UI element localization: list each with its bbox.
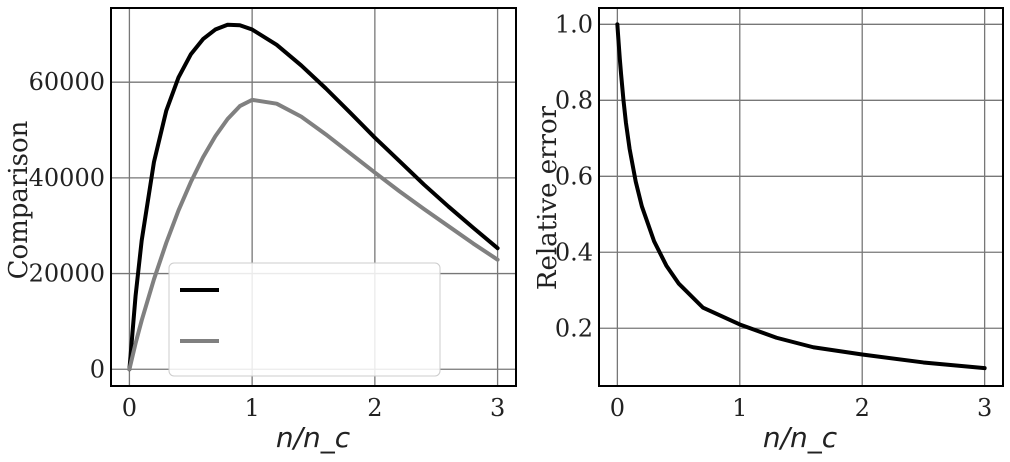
right-chart-xlabel: n/n_c xyxy=(763,421,838,454)
left-chart-y-tick-label: 60000 xyxy=(29,68,105,96)
left-chart-x-tick-label: 3 xyxy=(490,394,505,422)
right-chart-y-tick-label: 0.4 xyxy=(555,238,593,266)
left-chart-x-tick-label: 1 xyxy=(244,394,259,422)
left-chart-x-tick-label: 0 xyxy=(122,394,137,422)
right-chart-x-tick-label: 1 xyxy=(732,394,747,422)
right-chart-ylabel: Relative error xyxy=(533,105,563,290)
right-chart: 0 1 2 3 0.2 0.4 0.6 0.8 1.0 Relative error n/n_… xyxy=(533,7,1004,454)
right-chart-y-tick-label: 0.2 xyxy=(555,314,593,342)
left-chart-y-tick-label: 40000 xyxy=(29,164,105,192)
right-chart-y-tick-label: 0.6 xyxy=(555,162,593,190)
right-chart-series xyxy=(615,22,987,371)
left-chart-y-tick-label: 20000 xyxy=(29,260,105,288)
right-chart-y-tick-label: 0.8 xyxy=(555,86,593,114)
left-chart-y-ticks: 0 20000 40000 60000 xyxy=(29,68,105,383)
right-chart-x-tick-label: 0 xyxy=(610,394,625,422)
left-chart-x-tick-label: 2 xyxy=(367,394,382,422)
left-chart-x-ticks: 0 1 2 3 xyxy=(122,394,505,422)
left-chart-ylabel: Comparison xyxy=(4,120,34,279)
right-chart-grid xyxy=(599,8,1003,386)
right-chart-x-ticks: 0 1 2 3 xyxy=(610,394,993,422)
right-chart-x-tick-label: 3 xyxy=(977,394,992,422)
right-chart-y-tick-label: 1.0 xyxy=(555,10,593,38)
left-chart-series xyxy=(127,22,500,372)
left-chart-xlabel: n/n_c xyxy=(276,421,351,454)
left-chart-legend xyxy=(168,262,441,377)
right-chart-series-1-line xyxy=(615,22,987,371)
left-chart-series-2-line xyxy=(127,97,500,372)
left-chart-y-tick-label: 0 xyxy=(90,355,105,383)
left-chart-series-1-line xyxy=(127,22,500,372)
left-chart: 0 1 2 3 0 20000 40000 60000 Comparison n/n_c xyxy=(4,7,517,454)
right-chart-x-tick-label: 2 xyxy=(855,394,870,422)
right-chart-y-ticks: 0.2 0.4 0.6 0.8 1.0 xyxy=(555,10,593,342)
legend-box xyxy=(168,262,441,377)
right-chart-frame xyxy=(598,7,1004,387)
left-chart-frame xyxy=(110,7,517,387)
